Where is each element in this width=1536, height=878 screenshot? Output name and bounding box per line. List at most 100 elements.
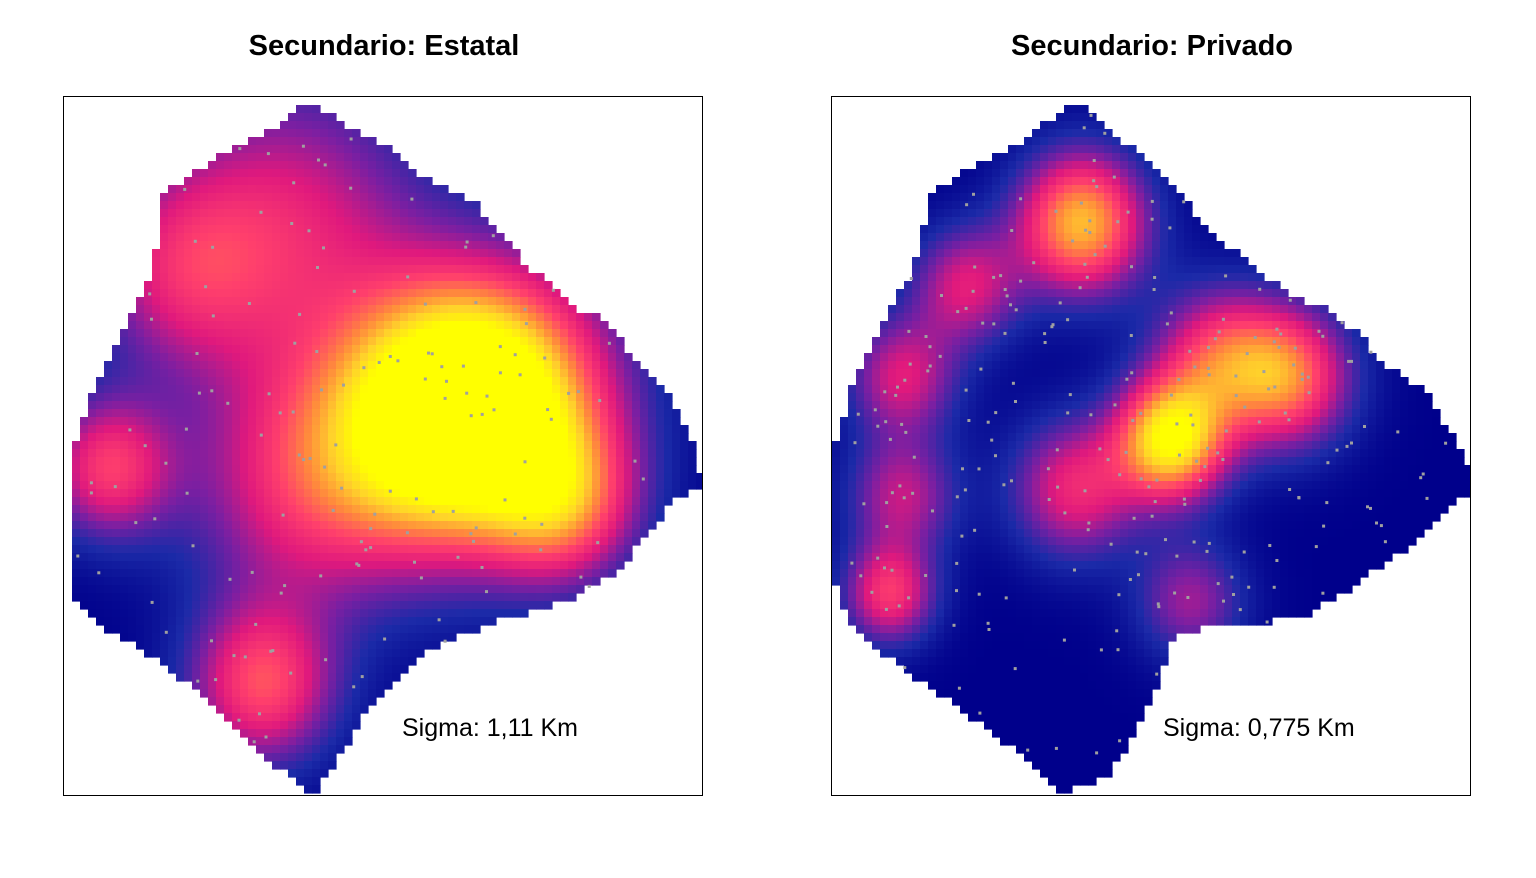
density-cell	[496, 441, 505, 450]
density-cell	[160, 537, 169, 546]
density-cell	[496, 465, 505, 474]
density-cell	[552, 489, 561, 498]
density-cell	[968, 265, 977, 274]
density-cell	[128, 505, 137, 514]
density-cell	[168, 249, 177, 258]
density-cell	[520, 569, 529, 578]
density-cell	[80, 417, 89, 426]
density-cell	[376, 337, 385, 346]
density-cell	[504, 369, 513, 378]
density-cell	[568, 385, 577, 394]
density-cell	[416, 241, 425, 250]
density-cell	[1008, 257, 1017, 266]
density-cell	[152, 249, 161, 258]
density-cell	[1264, 297, 1273, 306]
density-cell	[368, 249, 377, 258]
density-cell	[272, 529, 281, 538]
density-cell	[544, 545, 553, 554]
density-cell	[352, 513, 361, 522]
density-cell	[144, 553, 153, 562]
density-cell	[360, 553, 369, 562]
density-cell	[992, 249, 1001, 258]
density-cell	[568, 409, 577, 418]
density-cell	[304, 361, 313, 370]
density-cell	[152, 593, 161, 602]
density-cell	[296, 641, 305, 650]
density-cell	[352, 209, 361, 218]
density-cell	[408, 305, 417, 314]
density-cell	[216, 601, 225, 610]
density-cell	[248, 577, 257, 586]
density-cell	[464, 273, 473, 282]
density-cell	[1032, 217, 1041, 226]
density-cell	[1160, 289, 1169, 298]
density-cell	[216, 201, 225, 210]
density-cell	[408, 393, 417, 402]
density-cell	[1040, 233, 1049, 242]
density-cell	[320, 145, 329, 154]
density-cell	[296, 105, 305, 114]
density-cell	[456, 473, 465, 482]
density-cell	[256, 193, 265, 202]
density-cell	[592, 553, 601, 562]
density-cell	[144, 513, 153, 522]
density-cell	[664, 489, 673, 498]
density-cell	[296, 329, 305, 338]
density-cell	[72, 545, 81, 554]
density-cell	[288, 201, 297, 210]
density-cell	[96, 521, 105, 530]
density-cell	[1168, 281, 1177, 290]
density-cell	[432, 457, 441, 466]
density-cell	[296, 297, 305, 306]
density-cell	[376, 433, 385, 442]
density-cell	[1296, 305, 1305, 314]
density-cell	[400, 609, 409, 618]
density-cell	[512, 593, 521, 602]
density-cell	[608, 561, 617, 570]
density-cell	[80, 537, 89, 546]
density-cell	[320, 505, 329, 514]
density-cell	[344, 505, 353, 514]
density-cell	[264, 745, 273, 754]
density-cell	[504, 385, 513, 394]
density-cell	[1104, 185, 1113, 194]
density-cell	[544, 425, 553, 434]
density-cell	[488, 569, 497, 578]
density-cell	[616, 561, 625, 570]
density-cell	[288, 129, 297, 138]
density-cell	[176, 369, 185, 378]
density-cell	[944, 297, 953, 306]
density-cell	[192, 217, 201, 226]
density-cell	[480, 369, 489, 378]
density-cell	[240, 249, 249, 258]
density-cell	[160, 641, 169, 650]
density-cell	[144, 609, 153, 618]
density-cell	[1128, 153, 1137, 162]
density-cell	[304, 377, 313, 386]
density-cell	[328, 545, 337, 554]
school-point	[513, 532, 517, 536]
density-cell	[160, 233, 169, 242]
density-cell	[616, 481, 625, 490]
school-point	[153, 517, 157, 521]
density-cell	[256, 153, 265, 162]
density-cell	[392, 617, 401, 626]
density-cell	[336, 601, 345, 610]
density-cell	[272, 713, 281, 722]
density-cell	[256, 257, 265, 266]
density-cell	[368, 433, 377, 442]
density-cell	[1024, 281, 1033, 290]
density-cell	[200, 225, 209, 234]
school-point	[539, 548, 543, 552]
density-cell	[328, 553, 337, 562]
density-cell	[344, 345, 353, 354]
density-cell	[464, 545, 473, 554]
density-cell	[376, 153, 385, 162]
density-cell	[328, 121, 337, 130]
density-cell	[248, 505, 257, 514]
density-cell	[216, 441, 225, 450]
density-cell	[240, 697, 249, 706]
density-cell	[72, 489, 81, 498]
density-cell	[488, 441, 497, 450]
density-cell	[232, 593, 241, 602]
